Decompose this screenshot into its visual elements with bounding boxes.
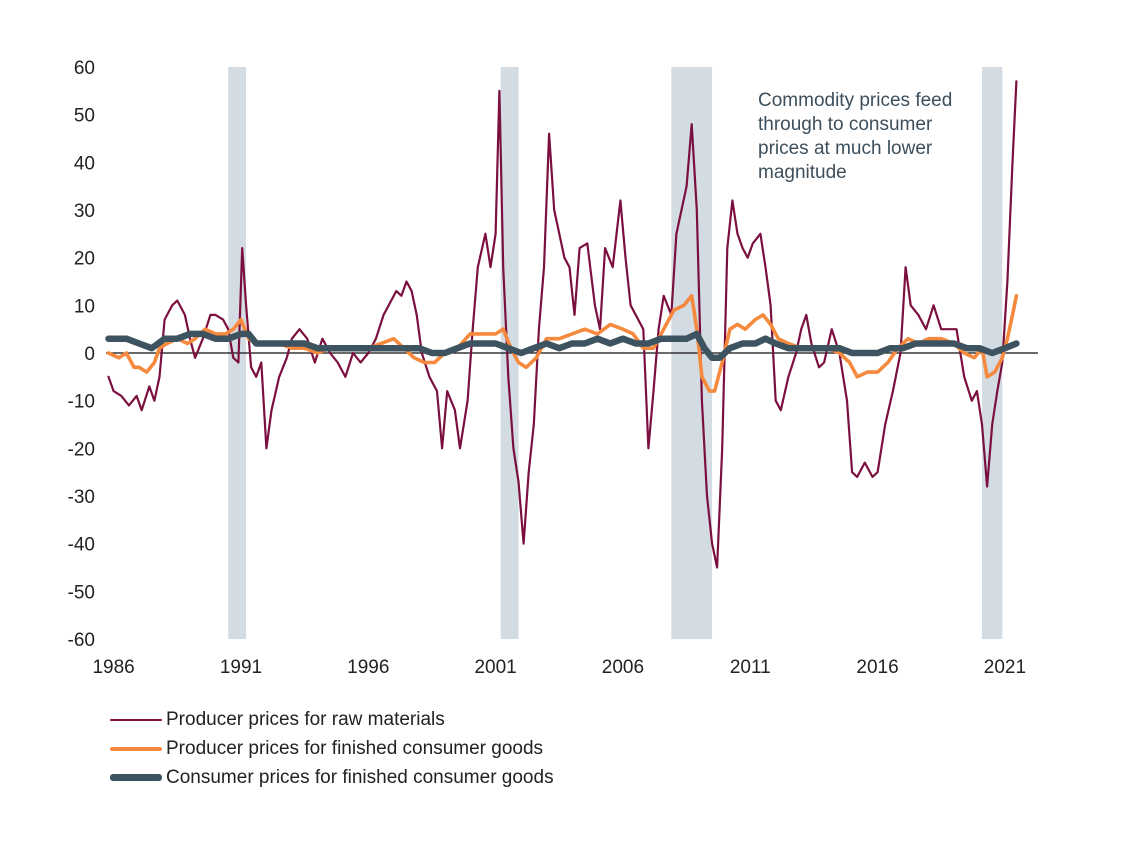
- y-tick-label: -10: [68, 392, 95, 413]
- y-tick-label: 0: [84, 344, 95, 365]
- y-axis-tick-labels: 60 50 40 30 20 10 0 -10 -20 -30 -40 -50 -60: [68, 58, 95, 651]
- chart-annotation: Commodity prices feed through to consume…: [758, 89, 998, 185]
- annotation-line: prices at much lower: [758, 138, 933, 159]
- y-tick-label: -60: [68, 630, 95, 651]
- x-axis-tick-labels: 1986 1991 1996 2001 2006 2011 2016 2021: [92, 657, 1026, 678]
- y-tick-label: 10: [74, 296, 95, 317]
- y-tick-label: 20: [74, 249, 95, 270]
- annotation-line: through to consumer: [758, 114, 933, 135]
- x-tick-label: 2011: [730, 657, 771, 678]
- y-tick-label: -20: [68, 439, 95, 460]
- y-tick-label: 60: [74, 58, 95, 79]
- legend-item-consumer-finished: Consumer prices for finished consumer go…: [110, 763, 554, 792]
- x-tick-label: 1991: [220, 657, 262, 678]
- legend-item-producer-finished: Producer prices for finished consumer go…: [110, 734, 554, 763]
- series-raw-materials-line: [107, 80, 1018, 569]
- x-tick-label: 2016: [856, 657, 898, 678]
- annotation-line: magnitude: [758, 162, 847, 183]
- series-consumer-finished-line: [105, 330, 1020, 362]
- y-tick-label: -40: [68, 535, 95, 556]
- y-tick-label: 30: [74, 201, 95, 222]
- x-tick-label: 1996: [347, 657, 389, 678]
- y-tick-label: 40: [74, 153, 95, 174]
- x-tick-label: 2001: [474, 657, 516, 678]
- legend-label: Producer prices for finished consumer go…: [166, 737, 544, 759]
- y-tick-label: 50: [74, 106, 95, 127]
- legend-swatch-producer-finished: [110, 746, 162, 751]
- legend-label: Consumer prices for finished consumer go…: [166, 766, 554, 788]
- legend-swatch-consumer-finished: [110, 774, 162, 781]
- series-producer-finished-line: [106, 293, 1019, 393]
- x-tick-label: 1986: [92, 657, 134, 678]
- annotation-line: Commodity prices feed: [758, 90, 953, 111]
- chart-legend: Producer prices for raw materials Produc…: [110, 705, 554, 792]
- y-tick-label: -50: [68, 582, 95, 603]
- legend-label: Producer prices for raw materials: [166, 708, 445, 730]
- y-tick-label: -30: [68, 487, 95, 508]
- legend-swatch-raw-materials: [110, 718, 162, 721]
- series-lines: [105, 80, 1020, 569]
- x-tick-label: 2006: [602, 657, 644, 678]
- x-tick-label: 2021: [984, 657, 1026, 678]
- legend-item-raw-materials: Producer prices for raw materials: [110, 705, 554, 734]
